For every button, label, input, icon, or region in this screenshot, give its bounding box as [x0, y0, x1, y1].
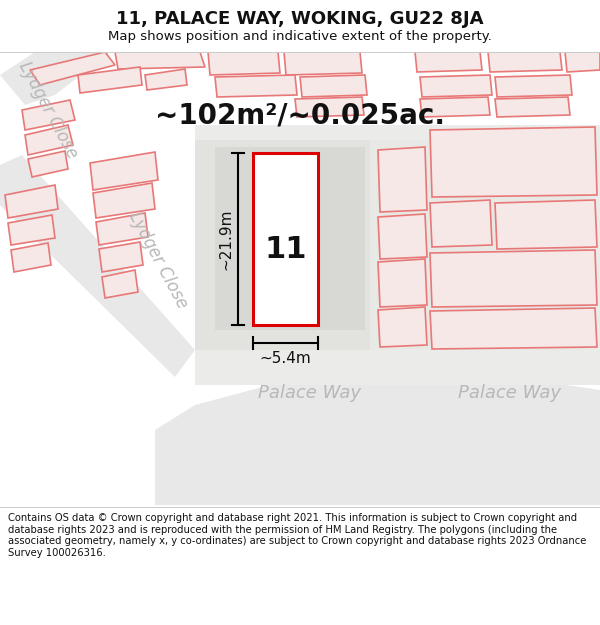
Polygon shape: [215, 147, 365, 330]
Polygon shape: [30, 52, 115, 85]
Polygon shape: [430, 250, 597, 307]
Polygon shape: [5, 185, 58, 218]
Polygon shape: [284, 52, 362, 75]
Polygon shape: [378, 214, 427, 259]
Text: Contains OS data © Crown copyright and database right 2021. This information is : Contains OS data © Crown copyright and d…: [8, 513, 586, 558]
Polygon shape: [11, 243, 51, 272]
Text: 11, PALACE WAY, WOKING, GU22 8JA: 11, PALACE WAY, WOKING, GU22 8JA: [116, 11, 484, 28]
Polygon shape: [370, 140, 590, 350]
Polygon shape: [99, 242, 143, 272]
Polygon shape: [215, 75, 297, 97]
Text: ~21.9m: ~21.9m: [218, 208, 233, 270]
Polygon shape: [78, 67, 142, 93]
Polygon shape: [155, 375, 600, 505]
Polygon shape: [295, 97, 364, 117]
Polygon shape: [565, 52, 600, 72]
Polygon shape: [28, 151, 68, 177]
Polygon shape: [430, 200, 492, 247]
Polygon shape: [0, 155, 195, 377]
Polygon shape: [495, 200, 597, 249]
Polygon shape: [495, 97, 570, 117]
Polygon shape: [488, 52, 562, 72]
Polygon shape: [0, 52, 110, 105]
Polygon shape: [378, 307, 427, 347]
Polygon shape: [253, 153, 318, 325]
Polygon shape: [495, 75, 572, 97]
Polygon shape: [378, 147, 427, 212]
Text: ~102m²/~0.025ac.: ~102m²/~0.025ac.: [155, 101, 445, 129]
Polygon shape: [102, 270, 138, 298]
Polygon shape: [22, 100, 75, 130]
Polygon shape: [378, 259, 427, 307]
Polygon shape: [195, 140, 370, 350]
Text: Lydger Close: Lydger Close: [15, 59, 81, 161]
Polygon shape: [93, 183, 155, 218]
Polygon shape: [8, 215, 55, 245]
Text: Lydger Close: Lydger Close: [125, 209, 191, 311]
Polygon shape: [420, 75, 492, 97]
Polygon shape: [145, 69, 187, 90]
Text: ~5.4m: ~5.4m: [260, 351, 311, 366]
Text: Palace Way: Palace Way: [259, 384, 361, 402]
Polygon shape: [96, 213, 148, 245]
Polygon shape: [195, 125, 600, 385]
Polygon shape: [430, 308, 597, 349]
Text: 11: 11: [264, 234, 307, 264]
Polygon shape: [90, 152, 158, 190]
Polygon shape: [420, 97, 490, 117]
Polygon shape: [430, 127, 597, 197]
Text: Map shows position and indicative extent of the property.: Map shows position and indicative extent…: [108, 29, 492, 42]
Polygon shape: [25, 125, 73, 155]
Polygon shape: [415, 52, 482, 72]
Polygon shape: [208, 52, 280, 75]
Polygon shape: [300, 75, 367, 97]
Text: Palace Way: Palace Way: [458, 384, 562, 402]
Polygon shape: [115, 52, 205, 69]
